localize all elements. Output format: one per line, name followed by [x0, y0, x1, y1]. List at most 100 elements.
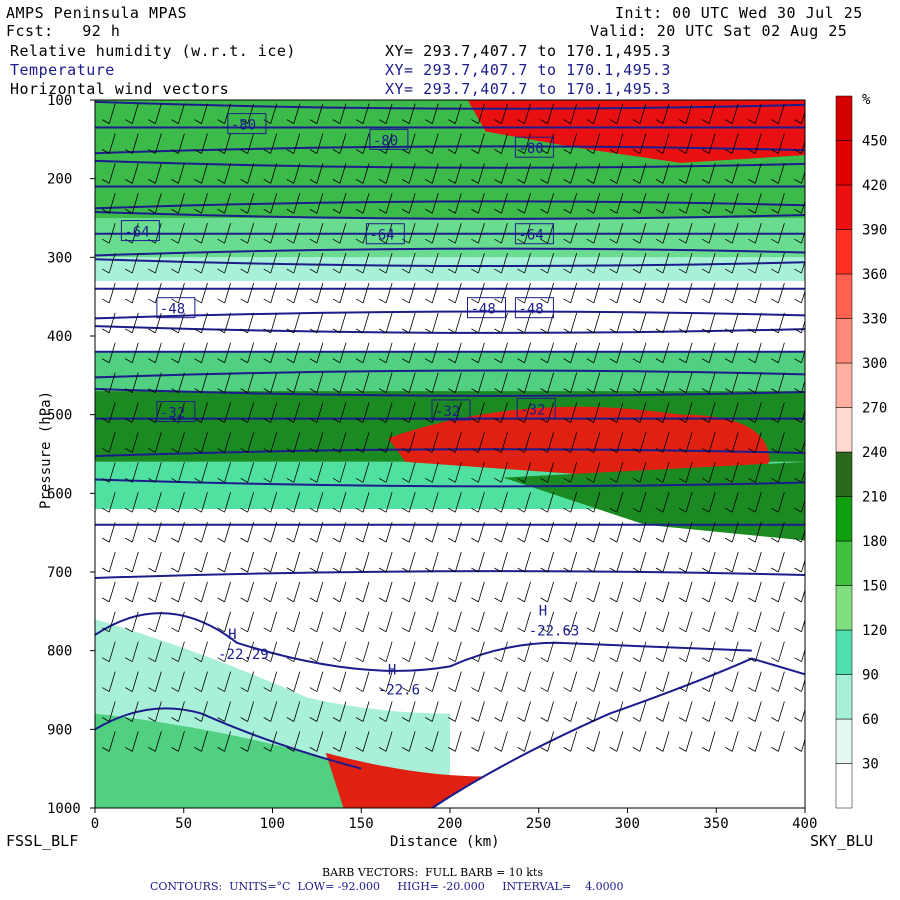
wind-barb: [632, 671, 647, 692]
wind-barb: [401, 701, 416, 722]
wind-barb: [563, 223, 578, 244]
contour-legend: CONTOURS: UNITS=°C LOW= -92.000 HIGH= -2…: [150, 880, 624, 893]
wind-barb: [125, 462, 139, 483]
wind-barb: [632, 551, 647, 573]
wind-barb: [655, 551, 670, 573]
wind-barb: [378, 551, 393, 573]
xy-temperature: XY= 293.7,407.7 to 170.1,495.3: [385, 61, 671, 79]
wind-barb: [448, 402, 462, 423]
wind-barb: [309, 581, 324, 603]
rh-lower-green: [95, 713, 362, 808]
wind-barb: [171, 521, 185, 543]
wind-barb: [125, 282, 139, 304]
wind-barb: [701, 671, 716, 692]
wind-barb: [240, 551, 255, 573]
wind-barb: [771, 432, 785, 453]
isotherm-line: [95, 310, 805, 320]
wind-barb: [725, 551, 739, 573]
colorbar-tick-label: 30: [862, 757, 879, 773]
wind-barb: [448, 193, 462, 214]
wind-barb: [632, 432, 647, 453]
wind-barb: [609, 282, 624, 304]
wind-barb: [217, 462, 231, 483]
wind-barb: [401, 521, 416, 543]
wind-barb: [102, 193, 116, 214]
wind-barb: [632, 372, 647, 393]
x-tick-label: 0: [91, 816, 99, 832]
wind-barb: [125, 402, 139, 423]
wind-barb: [748, 701, 762, 722]
colorbar-swatch: [835, 95, 853, 141]
wind-barb: [425, 402, 439, 423]
isotherm-line: [95, 100, 805, 110]
wind-barb: [609, 103, 624, 124]
wind-barb: [678, 462, 693, 483]
wind-barb: [355, 462, 370, 483]
wind-barb: [655, 731, 670, 752]
wind-barb: [494, 521, 508, 543]
wind-barb: [494, 402, 508, 423]
wind-barb: [286, 551, 301, 573]
wind-barb: [794, 409, 805, 423]
wind-barb: [725, 521, 739, 543]
wind-barb: [309, 193, 324, 214]
wind-barb: [678, 103, 693, 124]
wind-barb: [217, 402, 231, 423]
colorbar-tick-label: 300: [862, 356, 887, 372]
wind-barb: [401, 372, 416, 393]
wind-barb: [286, 103, 301, 124]
wind-barb: [355, 611, 370, 633]
wind-barb: [471, 163, 485, 184]
wind-barb: [148, 193, 162, 214]
wind-barb: [563, 103, 578, 124]
colorbar-tick-label: 60: [862, 712, 879, 728]
wind-barb: [148, 671, 162, 692]
wind-barb: [102, 551, 116, 573]
wind-barb: [286, 193, 301, 214]
wind-barb: [771, 671, 785, 692]
wind-barb: [240, 432, 255, 453]
wind-barb: [425, 521, 439, 543]
wind-barb: [217, 551, 231, 573]
wind-barb: [125, 671, 139, 692]
wind-barb: [609, 641, 624, 663]
wind-barb: [586, 611, 601, 633]
wind-barb: [794, 678, 805, 692]
wind-barb: [586, 641, 601, 663]
contour-label: -64: [518, 228, 543, 244]
wind-barb: [771, 282, 785, 304]
wind-barb: [701, 701, 716, 722]
wind-barb: [263, 133, 278, 154]
wind-barb: [263, 671, 278, 692]
wind-barb: [748, 611, 762, 633]
wind-barb: [678, 252, 693, 274]
wind-barb: [102, 223, 116, 244]
wind-barb: [540, 432, 555, 453]
wind-barb: [332, 701, 347, 722]
wind-barb: [401, 252, 416, 274]
wind-barb: [102, 611, 116, 633]
wind-barb: [194, 133, 208, 154]
wind-barb: [378, 223, 393, 244]
wind-barb: [494, 193, 508, 214]
wind-barb: [194, 462, 208, 483]
x-tick-label: 300: [615, 816, 640, 832]
wind-barb: [332, 282, 347, 304]
wind-barb: [794, 229, 805, 244]
init-time: Init: 00 UTC Wed 30 Jul 25: [615, 4, 863, 22]
wind-barb: [102, 462, 116, 483]
wind-barb: [540, 641, 555, 663]
isotherm-line: [95, 612, 752, 672]
wind-barb: [171, 282, 185, 304]
x-tick-label: 200: [437, 816, 462, 832]
wind-barb: [771, 163, 785, 184]
wind-barb: [748, 223, 762, 244]
wind-barb: [701, 551, 716, 573]
wind-barb: [471, 223, 485, 244]
wind-barb: [102, 671, 116, 692]
wind-barb: [494, 282, 508, 304]
valid-time: Valid: 20 UTC Sat 02 Aug 25: [590, 22, 848, 40]
wind-barb: [609, 462, 624, 483]
wind-barb: [586, 402, 601, 423]
wind-barb: [401, 163, 416, 184]
